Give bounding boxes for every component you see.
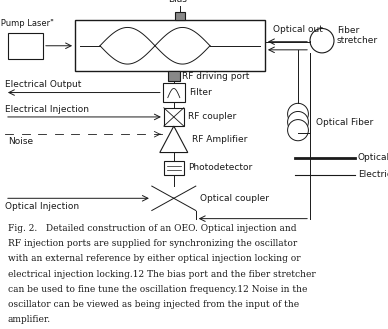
Text: Electrical Output: Electrical Output [5,81,81,89]
Text: amplifier.: amplifier. [8,315,51,324]
Text: "Pump Laser": "Pump Laser" [0,19,54,29]
Text: RF driving port: RF driving port [182,72,249,81]
Circle shape [288,103,308,124]
Circle shape [288,112,308,133]
Polygon shape [160,126,188,153]
Text: Bias: Bias [168,0,187,4]
Circle shape [288,119,308,141]
Bar [75,20,265,71]
Circle shape [310,29,334,53]
Bar [8,33,43,59]
Bar [164,108,184,126]
Text: Fig. 2.   Detailed construction of an OEO. Optical injection and: Fig. 2. Detailed construction of an OEO.… [8,224,296,233]
Text: Fiber
stretcher: Fiber stretcher [337,26,378,45]
Text: Optical out: Optical out [273,25,323,34]
Text: Filter: Filter [189,88,211,97]
Text: Optical: Optical [358,153,388,162]
Text: with an external reference by either optical injection locking or: with an external reference by either opt… [8,254,300,263]
Text: oscillator can be viewed as being injected from the input of the: oscillator can be viewed as being inject… [8,300,299,309]
Text: RF injection ports are supplied for synchronizing the oscillator: RF injection ports are supplied for sync… [8,239,297,248]
Text: Optical coupler: Optical coupler [200,194,269,203]
Text: can be used to fine tune the oscillation frequency.12 Noise in the: can be used to fine tune the oscillation… [8,285,307,294]
Bar [163,83,185,102]
Text: Noise: Noise [8,137,33,146]
Text: Electrical: Electrical [358,170,388,179]
Bar [168,71,180,81]
Bar [164,161,184,175]
Text: RF Amplifier: RF Amplifier [192,135,247,144]
Text: Photodetector: Photodetector [188,163,252,172]
Text: electrical injection locking.12 The bias port and the fiber stretcher: electrical injection locking.12 The bias… [8,269,315,279]
Bar [175,12,185,20]
Text: Optical Fiber: Optical Fiber [316,117,373,127]
Text: RF coupler: RF coupler [188,113,236,121]
Text: Optical Injection: Optical Injection [5,202,79,211]
Text: Electrical Injection: Electrical Injection [5,105,89,114]
